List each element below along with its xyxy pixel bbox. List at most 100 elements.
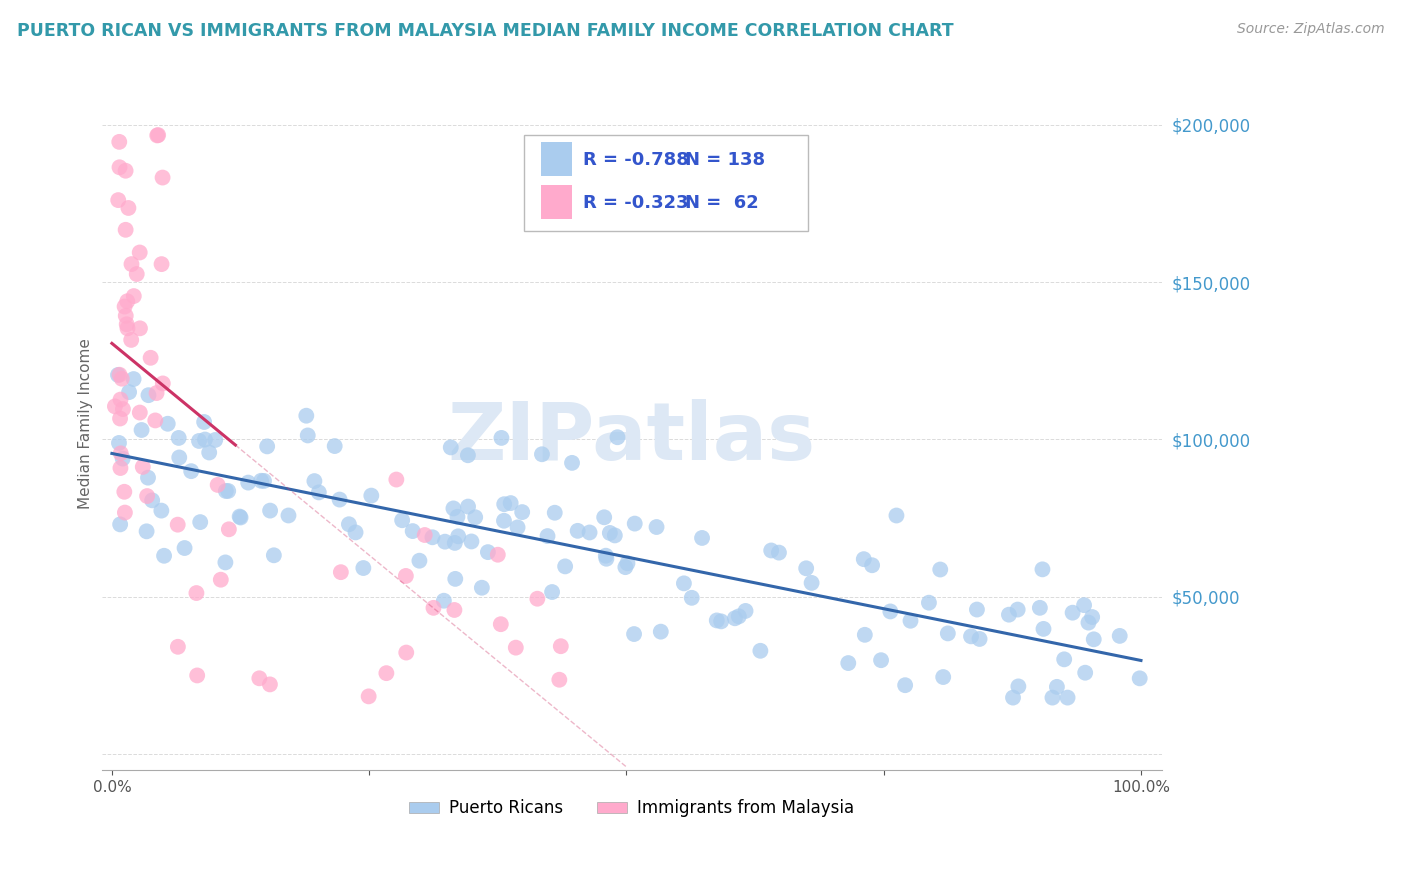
Point <box>1007 680 1029 694</box>
Point <box>111 372 134 386</box>
Point <box>128 245 150 260</box>
Point <box>614 560 637 574</box>
Point <box>395 569 418 583</box>
Point <box>599 525 621 540</box>
Point <box>188 434 211 448</box>
Point <box>1042 690 1064 705</box>
Point <box>150 257 173 271</box>
Text: ZIPatlas: ZIPatlas <box>447 399 815 476</box>
Point <box>1077 615 1099 630</box>
Point <box>204 433 226 447</box>
Point <box>536 529 558 543</box>
Point <box>167 640 190 654</box>
Point <box>727 609 749 624</box>
Point <box>193 415 215 429</box>
Point <box>506 520 529 534</box>
Point <box>229 510 252 524</box>
Point <box>117 321 139 335</box>
Point <box>837 656 859 670</box>
Point <box>108 436 131 450</box>
Point <box>114 309 136 323</box>
Point <box>375 666 398 681</box>
Point <box>650 624 672 639</box>
Point <box>115 318 138 332</box>
Point <box>541 585 564 599</box>
Point <box>139 351 162 365</box>
Point <box>444 572 467 586</box>
Point <box>544 506 567 520</box>
Point <box>491 431 513 445</box>
Point <box>150 503 173 517</box>
Point <box>690 531 713 545</box>
Point <box>107 368 129 382</box>
Point <box>121 257 143 271</box>
Point <box>145 386 167 401</box>
Point <box>186 668 208 682</box>
Y-axis label: Median Family Income: Median Family Income <box>79 338 93 509</box>
Point <box>1074 665 1097 680</box>
Point <box>108 517 131 532</box>
Point <box>152 376 174 391</box>
Point <box>228 509 250 524</box>
Point <box>422 600 444 615</box>
Point <box>860 558 883 573</box>
Point <box>1031 562 1053 576</box>
Point <box>117 294 139 309</box>
Point <box>295 409 318 423</box>
Point <box>464 510 486 524</box>
Point <box>1108 629 1130 643</box>
Point <box>110 461 132 475</box>
Legend: Puerto Ricans, Immigrants from Malaysia: Puerto Ricans, Immigrants from Malaysia <box>402 793 860 824</box>
Point <box>129 321 152 335</box>
Point <box>146 128 169 142</box>
Point <box>138 388 160 402</box>
Point <box>125 267 148 281</box>
Point <box>114 506 136 520</box>
Point <box>603 528 626 542</box>
Point <box>132 459 155 474</box>
Point <box>499 496 522 510</box>
Point <box>548 673 571 687</box>
Point <box>111 402 134 417</box>
Point <box>510 505 533 519</box>
Point <box>308 485 330 500</box>
Point <box>107 193 129 207</box>
Point <box>114 163 136 178</box>
Point <box>457 500 479 514</box>
Point <box>247 671 270 685</box>
Point <box>114 223 136 237</box>
Point <box>118 385 141 400</box>
Point <box>672 576 695 591</box>
Text: R = -0.788: R = -0.788 <box>583 151 689 169</box>
Point <box>402 524 425 538</box>
Point <box>108 368 131 382</box>
Text: Source: ZipAtlas.com: Source: ZipAtlas.com <box>1237 22 1385 37</box>
Point <box>1007 602 1029 616</box>
Point <box>494 497 516 511</box>
Point <box>623 627 645 641</box>
Point <box>492 514 515 528</box>
Point <box>595 551 617 566</box>
Point <box>360 489 382 503</box>
Point <box>1062 606 1084 620</box>
Point <box>593 510 616 524</box>
Text: R = -0.323: R = -0.323 <box>583 194 689 212</box>
Point <box>567 524 589 538</box>
Point <box>852 552 875 566</box>
Point <box>443 536 465 550</box>
Point <box>1129 671 1152 685</box>
Point <box>114 300 136 314</box>
Point <box>936 626 959 640</box>
Point <box>259 503 281 517</box>
Point <box>446 509 468 524</box>
Point <box>218 522 240 536</box>
Point <box>561 456 583 470</box>
Point <box>111 451 134 466</box>
Point <box>277 508 299 523</box>
Point <box>167 431 190 445</box>
Point <box>329 492 352 507</box>
Point <box>329 565 352 579</box>
Point <box>136 489 159 503</box>
Point <box>209 573 232 587</box>
Point <box>734 604 756 618</box>
